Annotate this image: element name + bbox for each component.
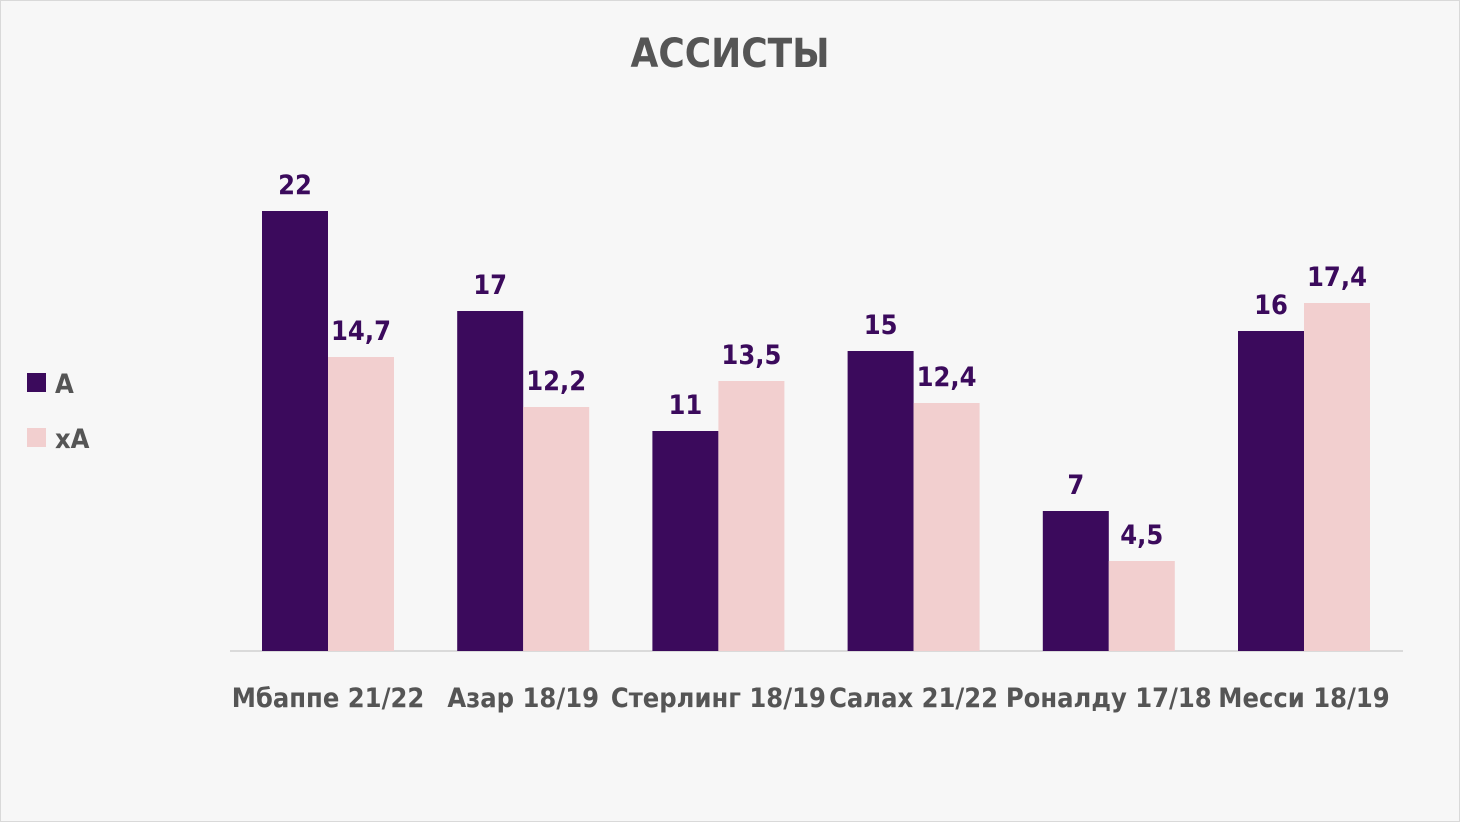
bar-xa-2 [718,381,785,651]
data-label-a-5: 16 [1254,290,1288,321]
bar-xa-5 [1304,303,1370,651]
category-labels-group: Мбаппе 21/22 Азар 18/19 Стерлинг 18/19 Сала… [232,683,1390,714]
category-label-5: Месси 18/19 [1218,683,1389,714]
bar-xa-1 [523,407,590,651]
category-label-4: Роналду 17/18 [1006,683,1212,714]
data-label-a-4: 7 [1067,470,1084,501]
data-label-xa-3: 12,4 [917,362,977,393]
bar-xa-3 [913,403,980,651]
category-label-2: Стерлинг 18/19 [611,683,826,714]
data-label-xa-1: 12,2 [526,366,586,397]
data-label-a-3: 15 [864,310,898,341]
data-label-xa-4: 4,5 [1120,520,1163,551]
bar-a-3 [847,351,914,651]
bar-xa-4 [1108,561,1175,651]
legend: AxA [27,369,90,455]
category-label-1: Азар 18/19 [447,683,599,714]
data-label-xa-2: 13,5 [721,340,781,371]
category-label-3: Салах 21/22 [829,683,998,714]
legend-label-a: A [55,369,74,400]
bar-a-1 [457,311,524,651]
chart-title: АССИСТЫ [630,31,829,77]
data-label-a-2: 11 [668,390,702,421]
bar-a-4 [1042,511,1109,651]
data-label-a-1: 17 [473,270,507,301]
legend-swatch-xa [27,428,46,447]
bars-group [262,211,1370,651]
legend-label-xa: xA [55,424,90,455]
data-label-xa-5: 17,4 [1307,262,1367,293]
bar-a-0 [262,211,328,651]
bar-a-2 [652,431,719,651]
bar-xa-0 [328,357,394,651]
category-label-0: Мбаппе 21/22 [232,683,425,714]
data-labels-group: 22 14,7 17 12,2 11 13,5 15 12,4 7 4,5 16 17,4 [278,170,1367,551]
data-label-xa-0: 14,7 [331,316,391,347]
data-label-a-0: 22 [278,170,312,201]
legend-swatch-a [27,373,46,392]
bar-a-5 [1238,331,1304,651]
